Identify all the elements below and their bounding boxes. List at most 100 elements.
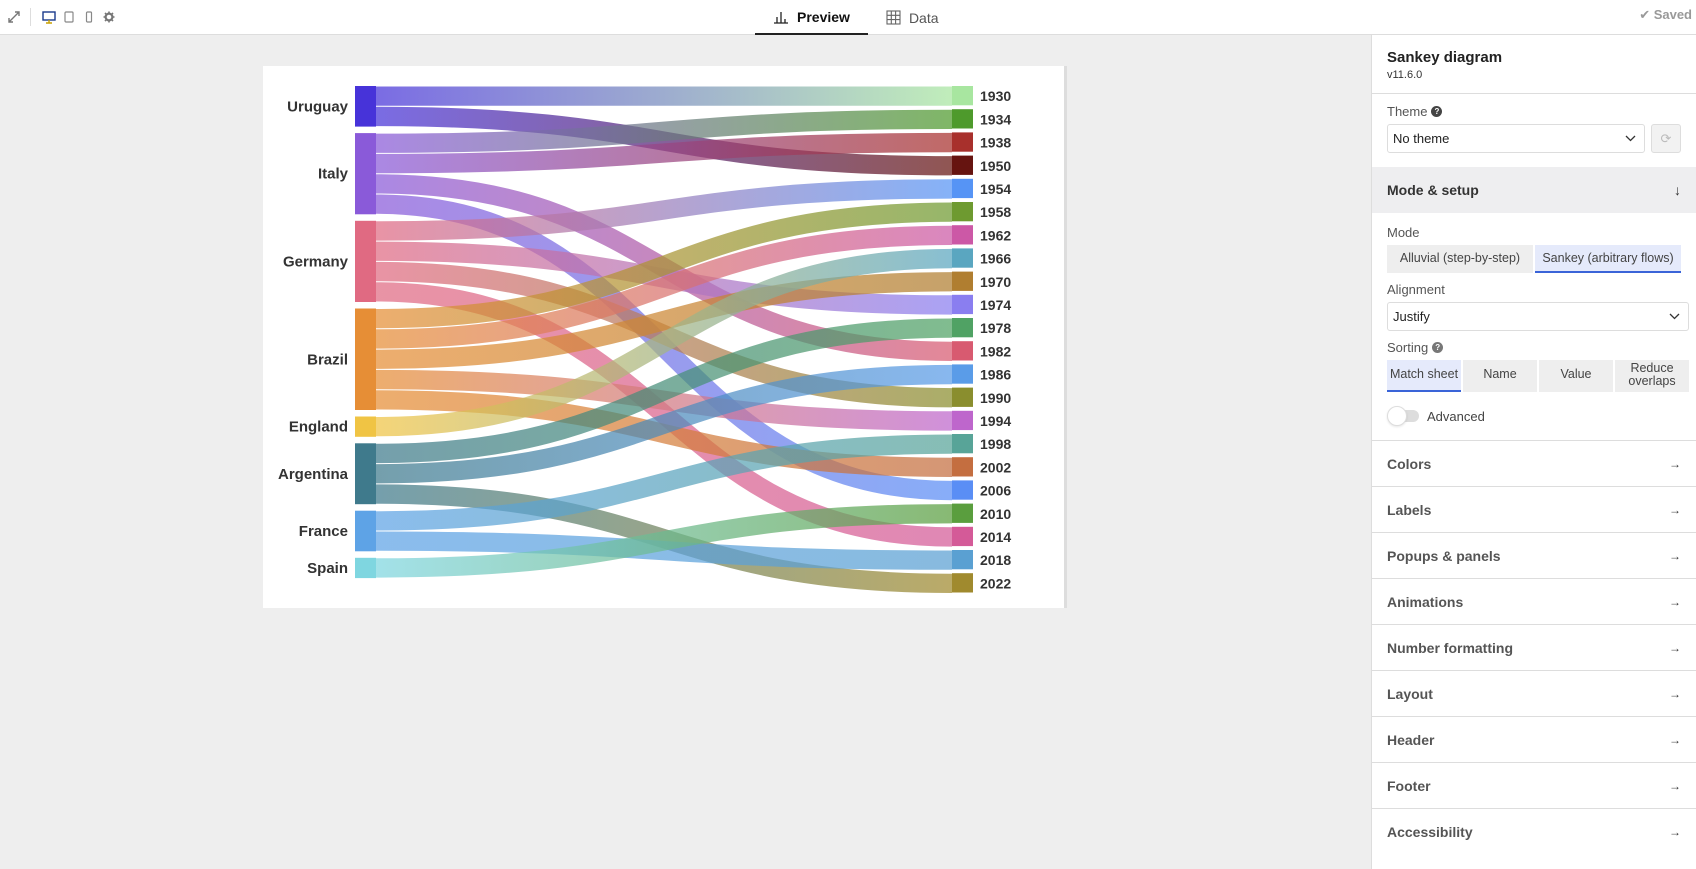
mode-alluvial-button[interactable]: Alluvial (step-by-step) [1387, 245, 1533, 273]
target-node[interactable] [952, 387, 973, 407]
target-node[interactable] [952, 550, 973, 570]
mode-toggle: Alluvial (step-by-step) Sankey (arbitrar… [1387, 245, 1681, 273]
source-node[interactable] [355, 86, 376, 127]
sort-reduce-overlaps-button[interactable]: Reduce overlaps [1615, 360, 1689, 392]
target-node[interactable] [952, 364, 973, 384]
target-node[interactable] [952, 318, 973, 338]
tab-preview-label: Preview [797, 8, 850, 25]
tablet-icon[interactable] [59, 7, 79, 27]
tab-data[interactable]: Data [868, 0, 957, 35]
source-node[interactable] [355, 220, 376, 302]
theme-select[interactable]: No theme [1387, 124, 1645, 153]
sankey-link[interactable] [375, 272, 953, 369]
target-label: 2018 [980, 552, 1011, 568]
source-label: France [299, 523, 348, 540]
section-label: Layout [1387, 685, 1433, 702]
section-label: Labels [1387, 501, 1432, 518]
section-label: Animations [1387, 593, 1464, 610]
target-node[interactable] [952, 155, 973, 175]
mode-label: Mode [1387, 225, 1420, 240]
chevron-down-icon [1669, 313, 1680, 320]
source-node[interactable] [355, 557, 376, 579]
theme-label-text: Theme [1387, 104, 1428, 119]
target-node[interactable] [952, 202, 973, 222]
arrow-right-icon: → [1669, 456, 1681, 471]
sort-value-button[interactable]: Value [1539, 360, 1613, 392]
target-node[interactable] [952, 178, 973, 199]
target-label: 1938 [980, 135, 1011, 151]
advanced-row: Advanced [1387, 406, 1681, 426]
sankey-link[interactable] [375, 248, 953, 437]
section-label: Accessibility [1387, 823, 1473, 840]
target-label: 1994 [980, 413, 1011, 429]
mobile-icon[interactable] [79, 7, 99, 27]
section-footer[interactable]: Footer → [1372, 762, 1696, 808]
sort-name-button[interactable]: Name [1463, 360, 1537, 392]
target-node[interactable] [952, 86, 973, 106]
target-node[interactable] [952, 480, 973, 500]
sankey-link[interactable] [375, 106, 953, 176]
source-node[interactable] [355, 308, 376, 411]
section-animations[interactable]: Animations → [1372, 578, 1696, 624]
desktop-icon[interactable] [39, 7, 59, 27]
target-label: 2014 [980, 529, 1011, 545]
section-popups-panels[interactable]: Popups & panels → [1372, 532, 1696, 578]
chevron-down-icon [1625, 135, 1636, 142]
section-accessibility[interactable]: Accessibility → [1372, 808, 1696, 854]
view-tabs: Preview Data [755, 0, 957, 35]
help-icon[interactable]: ? [1431, 106, 1443, 117]
section-header[interactable]: Header → [1372, 716, 1696, 762]
target-node[interactable] [952, 410, 973, 431]
target-label: 1986 [980, 367, 1011, 383]
target-node[interactable] [952, 132, 973, 152]
source-node[interactable] [355, 510, 376, 552]
theme-section: Theme ? No theme ⟳ [1372, 94, 1696, 167]
refresh-theme-button[interactable]: ⟳ [1651, 124, 1681, 153]
alignment-value: Justify [1393, 309, 1430, 324]
target-node[interactable] [952, 341, 973, 361]
sankey-link[interactable] [375, 434, 953, 531]
source-label: Italy [318, 166, 349, 183]
alignment-select[interactable]: Justify [1387, 302, 1689, 331]
expand-icon[interactable] [4, 7, 24, 27]
sorting-toggle: Match sheet Name Value Reduce overlaps [1387, 360, 1689, 392]
section-labels[interactable]: Labels → [1372, 486, 1696, 532]
target-node[interactable] [952, 225, 973, 245]
help-icon[interactable]: ? [1432, 342, 1444, 353]
sankey-link[interactable] [375, 504, 953, 578]
section-label: Number formatting [1387, 639, 1513, 656]
view-controls [4, 7, 119, 27]
sankey-link[interactable] [375, 364, 953, 484]
mode-setup-header[interactable]: Mode & setup ↓ [1372, 167, 1696, 213]
target-node[interactable] [952, 457, 973, 477]
section-colors[interactable]: Colors → [1372, 440, 1696, 486]
sankey-link[interactable] [375, 318, 953, 464]
target-node[interactable] [952, 294, 973, 315]
gear-icon[interactable] [99, 7, 119, 27]
source-node[interactable] [355, 416, 376, 437]
source-label: Uruguay [287, 98, 349, 115]
advanced-toggle[interactable] [1387, 406, 1421, 426]
sort-match-sheet-button[interactable]: Match sheet [1387, 360, 1461, 392]
sankey-link[interactable] [375, 202, 953, 329]
arrow-right-icon: → [1669, 640, 1681, 655]
tab-preview[interactable]: Preview [755, 0, 868, 35]
target-node[interactable] [952, 573, 973, 593]
target-node[interactable] [952, 434, 973, 454]
sankey-link[interactable] [375, 179, 953, 241]
target-node[interactable] [952, 109, 973, 129]
target-node[interactable] [952, 503, 973, 523]
source-node[interactable] [355, 133, 376, 215]
source-node[interactable] [355, 443, 376, 505]
section-number-formatting[interactable]: Number formatting → [1372, 624, 1696, 670]
mode-sankey-button[interactable]: Sankey (arbitrary flows) [1535, 245, 1681, 273]
section-layout[interactable]: Layout → [1372, 670, 1696, 716]
sankey-link[interactable] [375, 225, 953, 349]
target-node[interactable] [952, 526, 973, 547]
sankey-link[interactable] [375, 132, 953, 174]
target-node[interactable] [952, 248, 973, 268]
target-node[interactable] [952, 271, 973, 291]
target-label: 1974 [980, 297, 1011, 313]
arrow-right-icon: → [1669, 686, 1681, 701]
sankey-link[interactable] [375, 109, 953, 153]
